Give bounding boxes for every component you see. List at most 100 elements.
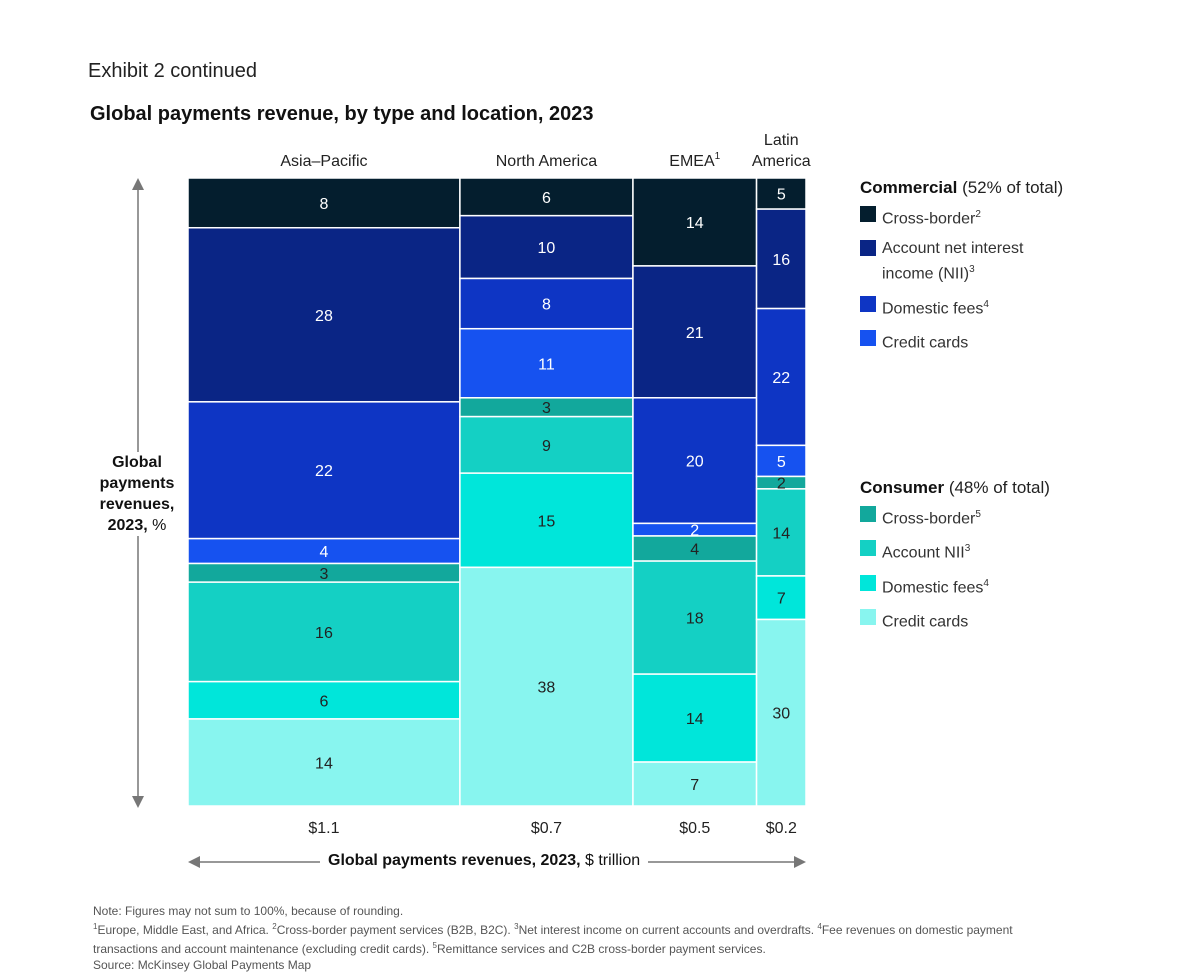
footnote-sup: 5	[432, 941, 437, 950]
swatch-consumer-credit-cards	[860, 608, 876, 625]
footnote-sup: 2	[272, 922, 277, 931]
label-north-america-consumer-cross-border: 3	[542, 400, 551, 417]
swatch-consumer-account-nii	[860, 540, 876, 557]
label-asia-pacific-consumer-account-nii: 16	[315, 625, 333, 642]
label-emea-commercial-credit-cards: 2	[690, 523, 699, 540]
label-north-america-commercial-credit-cards: 11	[538, 356, 555, 373]
chart-title: Global payments revenue, by type and loc…	[90, 103, 594, 125]
footnote-sup: 1	[93, 922, 98, 931]
legend-sup: 3	[964, 543, 971, 555]
column-header-latin-america: America	[752, 153, 811, 170]
legend-item-consumer-domestic-fees: Domestic fees4	[860, 573, 1050, 598]
legend-consumer-title: Consumer (48% of total)	[860, 478, 1050, 498]
column-total-asia-pacific: $1.1	[308, 820, 339, 837]
legend-commercial-title-rest: (52% of total)	[962, 178, 1064, 197]
bar-asia-pacific-consumer-account-nii	[187, 581, 461, 683]
bar-north-america-commercial-account-nii	[459, 214, 634, 280]
legend-commercial: Commercial (52% of total) Cross-border2 …	[860, 178, 1063, 362]
bar-emea-commercial-domestic-fees	[632, 397, 758, 525]
label-north-america-commercial-account-nii: 10	[538, 240, 556, 257]
legend-sup: 3	[969, 264, 975, 276]
bar-north-america-consumer-domestic-fees	[459, 472, 634, 569]
label-asia-pacific-commercial-credit-cards: 4	[320, 544, 329, 561]
bar-north-america-commercial-credit-cards	[459, 327, 634, 399]
column-header-latin-america: Latin	[764, 132, 799, 149]
x-axis-label-text: Global payments revenues, 2023,	[328, 852, 581, 869]
legend-label: Account NII	[882, 544, 965, 562]
column-total-north-america: $0.7	[531, 820, 562, 837]
legend-label: Domestic fees	[882, 578, 984, 596]
label-asia-pacific-consumer-cross-border: 3	[320, 566, 329, 583]
legend-item-consumer-credit-cards: Credit cards	[860, 607, 1050, 632]
footnote-sup: 3	[514, 922, 519, 931]
swatch-commercial-credit-cards	[860, 329, 876, 346]
bar-emea-consumer-cross-border	[632, 535, 758, 562]
legend-label: Cross-border	[882, 210, 976, 228]
note-rounding: Note: Figures may not sum to 100%, becau…	[93, 904, 404, 918]
bar-latin-america-consumer-domestic-fees	[755, 575, 807, 621]
label-emea-commercial-domestic-fees: 20	[686, 454, 704, 471]
legend-label: Cross-border	[882, 510, 976, 528]
swatch-consumer-domestic-fees	[860, 574, 876, 591]
footnote-3: Net interest income on current accounts …	[518, 923, 815, 937]
swatch-commercial-domestic-fees	[860, 295, 876, 312]
column-header-north-america: North America	[496, 153, 597, 170]
y-axis-label-unit: %	[152, 517, 167, 534]
legend-label: Credit cards	[882, 613, 969, 631]
bar-latin-america-consumer-account-nii	[755, 488, 807, 577]
swatch-commercial-cross-border	[860, 206, 876, 222]
footnote-4: Fee revenues on domestic payment transac…	[93, 923, 1013, 956]
label-emea-consumer-domestic-fees: 14	[686, 711, 704, 728]
label-latin-america-consumer-domestic-fees: 7	[777, 591, 786, 608]
legend-sup: 2	[975, 209, 981, 220]
label-emea-consumer-account-nii: 18	[686, 611, 704, 628]
footnotes: Note: Figures may not sum to 100%, becau…	[93, 903, 1053, 973]
label-north-america-consumer-account-nii: 9	[542, 438, 551, 455]
legend-sup: 5	[975, 509, 981, 520]
footnote-sup: 4	[817, 922, 822, 931]
column-header-asia-pacific: Asia–Pacific	[280, 153, 367, 170]
bar-asia-pacific-consumer-credit-cards	[187, 718, 461, 807]
label-north-america-commercial-domestic-fees: 8	[542, 297, 551, 314]
exhibit-label: Exhibit 2 continued	[88, 60, 258, 82]
column-total-emea: $0.5	[679, 820, 710, 837]
source: Source: McKinsey Global Payments Map	[93, 958, 312, 972]
label-emea-consumer-cross-border: 4	[690, 542, 699, 559]
y-axis-label: Global payments revenues, 2023, %	[92, 452, 182, 536]
legend-item-consumer-account-nii: Account NII3	[860, 538, 1050, 563]
y-axis-label-text: Global payments revenues, 2023,	[99, 454, 175, 534]
column-total-latin-america: $0.2	[766, 820, 797, 837]
label-latin-america-consumer-cross-border: 2	[777, 476, 786, 493]
label-north-america-consumer-domestic-fees: 15	[538, 513, 556, 530]
label-emea-consumer-credit-cards: 7	[690, 777, 699, 794]
label-asia-pacific-consumer-domestic-fees: 6	[320, 693, 329, 710]
legend-commercial-title-bold: Commercial	[860, 178, 958, 197]
legend-label: Domestic fees	[882, 299, 984, 317]
label-latin-america-consumer-credit-cards: 30	[772, 706, 790, 723]
label-north-america-consumer-credit-cards: 38	[538, 680, 556, 697]
bar-asia-pacific-commercial-cross-border	[187, 177, 461, 229]
bar-north-america-commercial-domestic-fees	[459, 277, 634, 330]
label-north-america-commercial-cross-border: 6	[542, 190, 551, 207]
legend-label: Account net interest income (NII)	[882, 240, 1024, 283]
bar-latin-america-consumer-credit-cards	[755, 618, 807, 807]
legend-consumer: Consumer (48% of total) Cross-border5 Ac…	[860, 478, 1050, 641]
bar-latin-america-commercial-cross-border	[755, 177, 807, 210]
legend-sup: 4	[983, 298, 989, 310]
chart-bars	[187, 177, 807, 807]
label-asia-pacific-commercial-cross-border: 8	[320, 196, 329, 213]
label-latin-america-commercial-cross-border: 5	[777, 187, 786, 204]
bar-emea-commercial-account-nii	[632, 265, 758, 399]
segment-labels: 8 28 22 4 3 16 6 14 6 10 8 11 3 9 15 38 14 21 20 2 4 18 14 7 5 16…	[315, 187, 790, 794]
bar-north-america-consumer-credit-cards	[459, 566, 634, 807]
label-emea-commercial-cross-border: 14	[686, 215, 704, 232]
bar-emea-commercial-cross-border	[632, 177, 758, 267]
legend-item-commercial-credit-cards: Credit cards	[860, 328, 1063, 353]
legend-item-commercial-account-nii: Account net interest income (NII)3	[860, 238, 1063, 284]
bar-emea-consumer-domestic-fees	[632, 673, 758, 763]
legend-item-commercial-cross-border: Cross-border2	[860, 204, 1063, 229]
swatch-consumer-cross-border	[860, 506, 876, 522]
bar-emea-consumer-account-nii	[632, 560, 758, 675]
footnote-1: Europe, Middle East, and Africa.	[97, 923, 269, 937]
